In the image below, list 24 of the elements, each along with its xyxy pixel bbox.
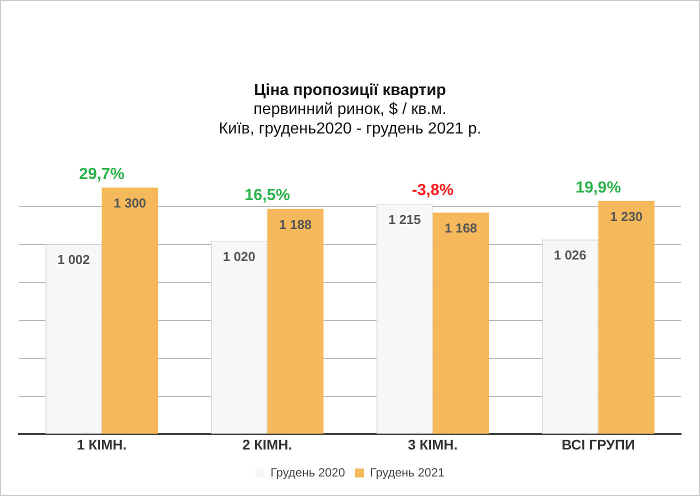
bar xyxy=(267,208,324,434)
x-tick-label: ВСІ ГРУПИ xyxy=(562,436,635,452)
legend-label: Грудень 2021 xyxy=(370,465,445,480)
annotation: 16,5% xyxy=(244,187,290,204)
chart-title: Ціна пропозиції квартир xyxy=(254,82,446,100)
annotation: -3,8% xyxy=(412,182,454,200)
x-tick-label: 3 КІМН. xyxy=(408,436,458,452)
data-label: 1 300 xyxy=(114,196,146,211)
x-tick-label: 2 КІМН. xyxy=(242,436,292,452)
data-label: 1 026 xyxy=(554,248,586,263)
x-tick-label: 1 КІМН. xyxy=(76,436,127,452)
annotation: 29,7% xyxy=(79,166,124,183)
bar xyxy=(102,188,158,434)
data-label: 1 215 xyxy=(388,212,421,227)
data-label: 1 020 xyxy=(222,248,256,264)
chart-subtitle: первинний ринок, $ / кв.м. Київ, грудень2020 - грудень 2021 р. xyxy=(218,101,482,138)
data-label: 1 168 xyxy=(444,220,478,236)
bar xyxy=(432,212,490,434)
bar xyxy=(598,200,655,434)
data-label: 1 188 xyxy=(279,216,312,232)
annotation: 19,9% xyxy=(576,179,621,196)
data-label: 1 002 xyxy=(57,252,90,268)
legend-label: Грудень 2020 xyxy=(270,465,346,480)
data-label: 1 230 xyxy=(610,208,643,224)
